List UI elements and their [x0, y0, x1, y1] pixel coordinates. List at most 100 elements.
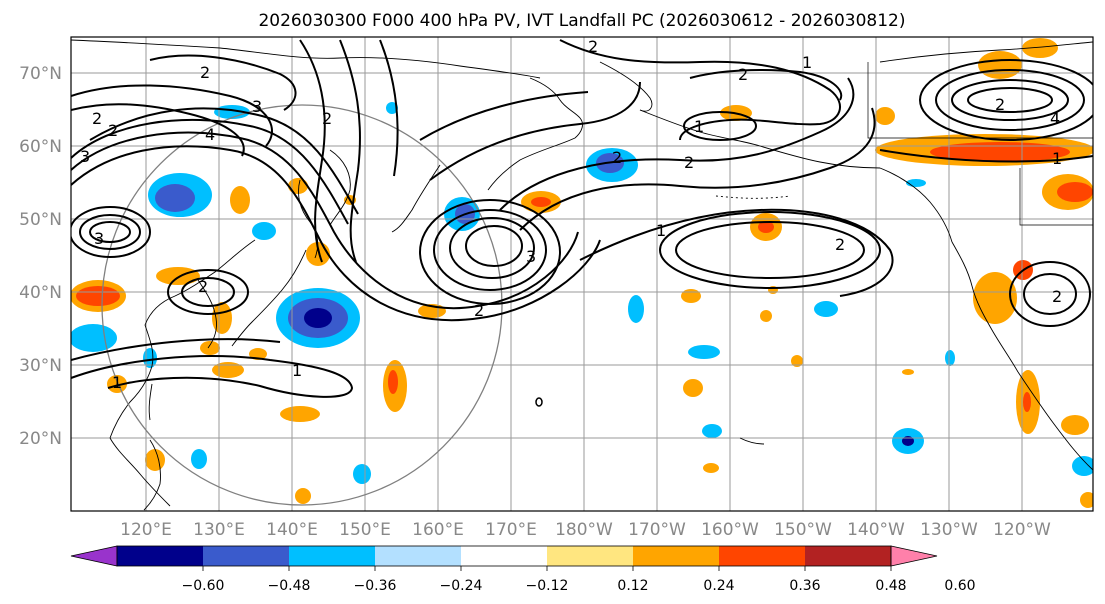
contour-label: 1	[694, 117, 704, 136]
pv-blob	[76, 286, 120, 306]
pv-blob	[230, 186, 250, 214]
coastline-indochina	[109, 437, 171, 507]
lon-label: 140°E	[266, 520, 318, 540]
coastline-chukotka	[529, 77, 583, 139]
coastline-bering-west	[487, 137, 576, 191]
contour-label: 1	[656, 221, 666, 240]
lon-label: 170°E	[485, 520, 537, 540]
contour-line	[71, 145, 601, 322]
ivt-contours	[71, 39, 1093, 407]
contour-line	[675, 221, 865, 279]
contour-label: 2	[835, 235, 845, 254]
lat-label: 50°N	[19, 210, 62, 230]
colorbar-segment	[203, 546, 289, 566]
pv-blob	[531, 197, 551, 207]
contour-label: 3	[252, 97, 262, 116]
figure-title: 2026030300 F000 400 hPa PV, IVT Landfall…	[258, 11, 905, 31]
lon-label: 160°W	[701, 520, 759, 540]
contour-label: 4	[205, 125, 215, 144]
contour-line	[71, 355, 354, 398]
contour-line	[181, 277, 235, 307]
contour-line	[167, 269, 249, 315]
contour-line	[683, 111, 757, 141]
contour-line	[71, 103, 245, 157]
longitude-labels: 120°E 130°E 140°E 150°E 160°E 170°E 180°…	[120, 520, 1051, 540]
contour-label: 2	[322, 109, 332, 128]
contour-line	[535, 397, 543, 407]
contour-label: 2	[198, 277, 208, 296]
pv-blob	[212, 362, 244, 378]
contour-label: 4	[1050, 109, 1060, 128]
contour-label: 2	[684, 153, 694, 172]
coastline-alaska-west	[599, 61, 653, 112]
colorbar-extend-low	[70, 545, 118, 567]
pv-blob	[145, 449, 165, 471]
pv-blob	[902, 369, 914, 375]
map-panel[interactable]: 2 2 2 3 4 3 3 2 2 1 1 2 2 1 2 3 2 1 2 2	[69, 36, 1100, 512]
pv-blob	[702, 424, 722, 438]
coastline-us-west	[951, 241, 1019, 373]
lon-label: 150°E	[339, 520, 391, 540]
pv-blob	[156, 267, 200, 285]
contour-label: 3	[80, 147, 90, 166]
pv-blob	[978, 51, 1022, 79]
pv-blob	[1080, 492, 1093, 508]
pv-blob	[200, 341, 220, 355]
lon-label: 140°W	[847, 520, 905, 540]
contour-labels: 2 2 2 3 4 3 3 2 2 1 1 2 2 1 2 3 2 1 2 2	[80, 37, 1062, 392]
pv-blob	[945, 350, 955, 366]
pv-blob	[353, 464, 371, 484]
coastline-okhotsk	[329, 149, 351, 226]
colorbar-tick-label: −0.48	[268, 578, 311, 594]
contour-line	[299, 39, 326, 263]
pv-blob	[681, 289, 701, 303]
range-circle	[101, 104, 503, 506]
contour-label: 2	[588, 37, 598, 56]
contour-label: 1	[1052, 149, 1062, 168]
contour-label: 2	[200, 63, 210, 82]
pv-blob	[388, 370, 398, 394]
pv-blob	[875, 107, 895, 125]
pv-blob	[1061, 415, 1089, 435]
contour-label: 2	[612, 148, 622, 167]
contour-line	[433, 209, 547, 291]
contour-label: 1	[802, 53, 812, 72]
pv-blob	[249, 348, 267, 360]
contour-label: 2	[108, 121, 118, 140]
lat-label: 30°N	[19, 356, 62, 376]
contour-line	[71, 338, 281, 361]
lat-label: 40°N	[19, 283, 62, 303]
colorbar-tick-label: −0.36	[354, 578, 397, 594]
pv-blob	[791, 355, 803, 367]
contour-label: 2	[995, 95, 1005, 114]
contour-line	[499, 77, 855, 211]
colorbar-extend-high	[890, 545, 938, 567]
contour-line	[879, 149, 1093, 163]
contour-line	[935, 69, 1085, 131]
pv-blob	[1072, 456, 1093, 476]
lon-label: 120°W	[993, 520, 1051, 540]
coastline-arctic-canada	[879, 41, 1093, 63]
contour-line	[465, 225, 523, 267]
pv-blob	[107, 375, 127, 393]
coastline-japan	[231, 249, 307, 347]
colorbar-segment	[547, 546, 633, 566]
contour-label: 3	[526, 247, 536, 266]
colorbar-segment	[461, 546, 547, 566]
contour-line	[79, 214, 141, 250]
contour-line	[659, 211, 881, 289]
contour-line	[71, 84, 273, 147]
colorbar-tick-label: −0.12	[526, 578, 569, 594]
pv-blob	[252, 222, 276, 240]
contour-line	[379, 39, 399, 177]
contour-line	[339, 39, 361, 263]
lon-label: 180°W	[555, 520, 613, 540]
colorbar-segment	[805, 546, 891, 566]
coastline-korea	[197, 279, 217, 349]
contour-line	[419, 91, 589, 141]
contour-label: 2	[1052, 287, 1062, 306]
contour-line	[419, 199, 561, 305]
colorbar-tick-label: 0.60	[944, 578, 975, 594]
pv-blob	[1022, 38, 1058, 58]
pv-blob	[628, 295, 644, 323]
